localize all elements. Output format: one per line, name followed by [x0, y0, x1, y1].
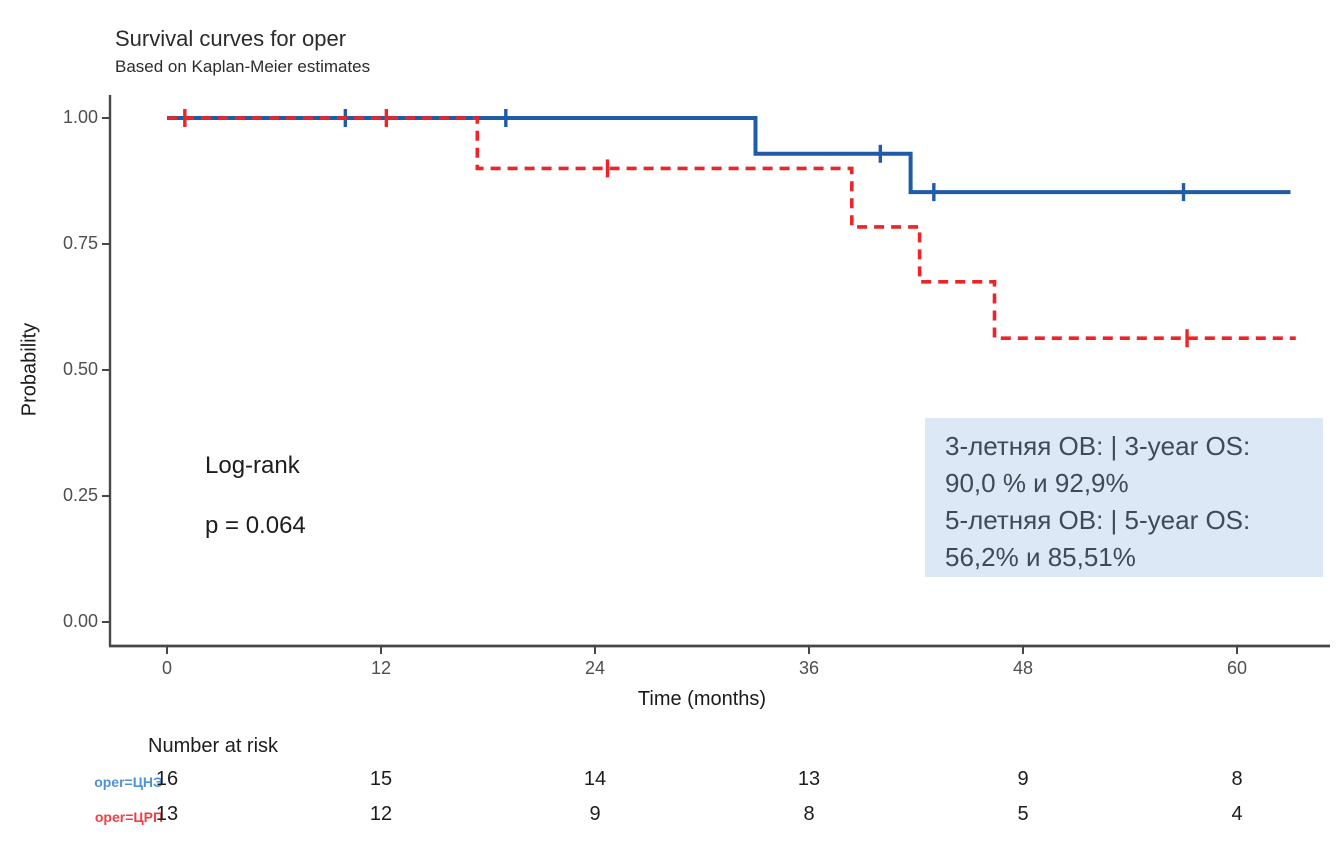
risk-count: 15: [369, 768, 393, 790]
risk-count: 8: [803, 803, 815, 825]
risk-count: 8: [1231, 768, 1243, 790]
risk-count: 14: [583, 768, 607, 790]
risk-table-header: Number at risk: [148, 735, 279, 757]
risk-row-label-cne: oper=ЦНЭ: [94, 774, 163, 790]
y-tick-label: 0.50: [62, 359, 98, 379]
y-tick-label: 1.00: [62, 107, 98, 127]
annotation-line-3: 5-летняя ОВ: | 5-year OS:: [945, 505, 1251, 535]
risk-count: 13: [155, 803, 179, 825]
survival-curve-0: [167, 116, 1291, 195]
annotation-line-1: 3-летняя ОВ: | 3-year OS:: [945, 431, 1251, 461]
os-annotation-box: 3-летняя ОВ: | 3-year OS: 90,0 % и 92,9%…: [925, 418, 1323, 577]
logrank-label: Log-rank: [205, 452, 300, 479]
p-value-text: p = 0.064: [205, 512, 306, 539]
risk-count: 4: [1231, 803, 1243, 825]
risk-count: 12: [369, 803, 393, 825]
x-tick-label: 36: [798, 658, 820, 678]
risk-count: 9: [1017, 768, 1029, 790]
x-tick-label: 0: [161, 658, 172, 678]
annotation-line-2: 90,0 % и 92,9%: [945, 468, 1129, 498]
risk-count: 9: [589, 803, 601, 825]
survival-curve-1: [167, 116, 1296, 340]
y-tick-label: 0.00: [62, 611, 98, 631]
x-axis-label: Time (months): [637, 688, 767, 710]
annotation-line-4: 56,2% и 85,51%: [945, 542, 1136, 572]
chart-title: Survival curves for oper: [115, 26, 347, 51]
risk-count: 13: [797, 768, 821, 790]
y-tick-label: 0.25: [62, 485, 98, 505]
y-tick-label: 0.75: [62, 233, 98, 253]
risk-count: 5: [1017, 803, 1029, 825]
risk-row-label-crp: oper=ЦРП: [94, 809, 163, 825]
x-tick-label: 60: [1226, 658, 1248, 678]
x-tick-label: 12: [370, 658, 392, 678]
x-tick-label: 48: [1012, 658, 1034, 678]
x-tick-label: 24: [584, 658, 606, 678]
chart-subtitle: Based on Kaplan-Meier estimates: [115, 57, 371, 76]
risk-count: 16: [155, 768, 179, 790]
